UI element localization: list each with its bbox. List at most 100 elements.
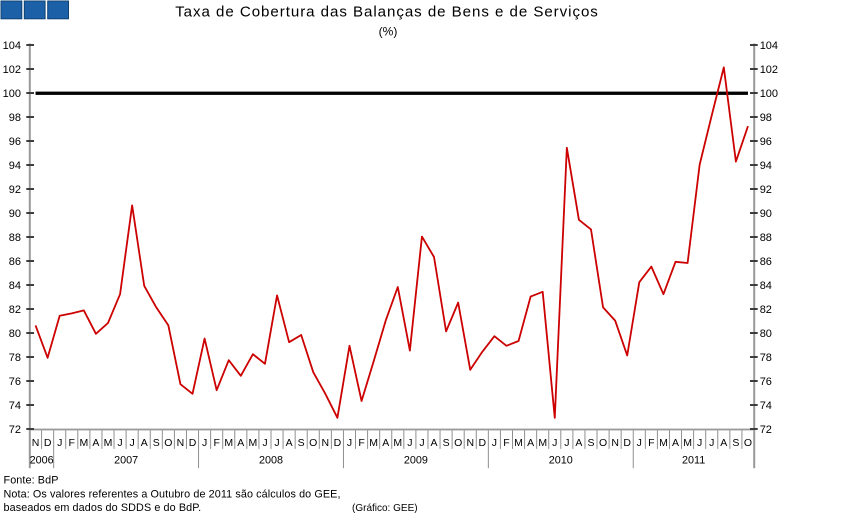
svg-text:O: O (744, 437, 752, 449)
svg-text:O: O (454, 437, 462, 449)
svg-text:2006: 2006 (30, 455, 54, 467)
svg-text:J: J (57, 437, 62, 449)
svg-text:90: 90 (760, 208, 772, 220)
svg-text:2008: 2008 (259, 455, 283, 467)
svg-text:S: S (732, 437, 739, 449)
svg-text:A: A (575, 437, 582, 449)
svg-text:72: 72 (9, 424, 21, 436)
svg-text:J: J (130, 437, 135, 449)
svg-text:A: A (431, 437, 438, 449)
svg-text:F: F (503, 437, 509, 449)
svg-text:72: 72 (760, 424, 772, 436)
svg-text:J: J (697, 437, 702, 449)
svg-text:Taxa de Cobertura das Balanças: Taxa de Cobertura das Balanças de Bens e… (175, 4, 599, 21)
svg-text:102: 102 (3, 64, 21, 76)
svg-text:N: N (32, 437, 40, 449)
svg-text:J: J (407, 437, 412, 449)
svg-text:M: M (514, 437, 523, 449)
svg-text:J: J (117, 437, 122, 449)
svg-text:94: 94 (760, 160, 772, 172)
svg-text:O: O (309, 437, 317, 449)
svg-text:(%): (%) (379, 25, 398, 39)
svg-text:(Gráfico: GEE): (Gráfico: GEE) (352, 503, 418, 514)
svg-text:D: D (479, 437, 487, 449)
svg-text:84: 84 (760, 280, 772, 292)
svg-text:J: J (552, 437, 557, 449)
svg-text:S: S (298, 437, 305, 449)
svg-text:S: S (153, 437, 160, 449)
svg-text:J: J (564, 437, 569, 449)
svg-text:A: A (237, 437, 244, 449)
svg-text:D: D (623, 437, 631, 449)
svg-text:D: D (44, 437, 52, 449)
svg-text:O: O (164, 437, 172, 449)
svg-text:96: 96 (9, 136, 21, 148)
svg-text:2007: 2007 (114, 455, 138, 467)
svg-text:84: 84 (9, 280, 21, 292)
svg-text:102: 102 (760, 64, 778, 76)
svg-text:M: M (683, 437, 692, 449)
svg-text:F: F (358, 437, 364, 449)
svg-text:D: D (189, 437, 197, 449)
svg-text:A: A (382, 437, 389, 449)
svg-text:J: J (202, 437, 207, 449)
svg-text:100: 100 (3, 88, 21, 100)
svg-text:A: A (720, 437, 727, 449)
svg-text:98: 98 (9, 112, 21, 124)
svg-text:86: 86 (9, 256, 21, 268)
svg-text:M: M (224, 437, 233, 449)
svg-text:M: M (79, 437, 88, 449)
svg-text:S: S (443, 437, 450, 449)
svg-text:88: 88 (9, 232, 21, 244)
svg-text:86: 86 (760, 256, 772, 268)
svg-text:S: S (587, 437, 594, 449)
svg-text:baseados em dados do SDDS e do: baseados em dados do SDDS e do BdP. (4, 502, 202, 514)
svg-text:A: A (141, 437, 148, 449)
svg-text:2010: 2010 (549, 455, 573, 467)
svg-text:104: 104 (3, 40, 21, 52)
svg-text:78: 78 (760, 352, 772, 364)
svg-text:M: M (538, 437, 547, 449)
svg-text:J: J (637, 437, 642, 449)
svg-text:A: A (286, 437, 293, 449)
svg-text:100: 100 (760, 88, 778, 100)
svg-text:A: A (527, 437, 534, 449)
svg-text:N: N (466, 437, 474, 449)
svg-text:Nota: Os valores referentes a: Nota: Os valores referentes a Outubro de… (4, 488, 341, 500)
svg-text:F: F (213, 437, 219, 449)
svg-text:74: 74 (760, 400, 772, 412)
svg-text:O: O (599, 437, 607, 449)
svg-text:74: 74 (9, 400, 21, 412)
svg-text:98: 98 (760, 112, 772, 124)
svg-text:N: N (611, 437, 619, 449)
svg-text:J: J (262, 437, 267, 449)
svg-text:J: J (347, 437, 352, 449)
svg-text:M: M (393, 437, 402, 449)
svg-text:82: 82 (9, 304, 21, 316)
svg-text:2011: 2011 (682, 455, 705, 467)
svg-text:A: A (672, 437, 679, 449)
svg-text:M: M (104, 437, 113, 449)
svg-text:80: 80 (760, 328, 772, 340)
svg-text:94: 94 (9, 160, 21, 172)
svg-text:104: 104 (760, 40, 778, 52)
svg-text:82: 82 (760, 304, 772, 316)
svg-text:J: J (419, 437, 424, 449)
svg-text:88: 88 (760, 232, 772, 244)
svg-text:96: 96 (760, 136, 772, 148)
svg-text:76: 76 (760, 376, 772, 388)
svg-text:N: N (322, 437, 330, 449)
svg-text:D: D (334, 437, 342, 449)
svg-text:J: J (274, 437, 279, 449)
svg-text:M: M (249, 437, 258, 449)
svg-text:78: 78 (9, 352, 21, 364)
svg-text:M: M (659, 437, 668, 449)
svg-text:A: A (92, 437, 99, 449)
svg-text:N: N (177, 437, 185, 449)
svg-text:76: 76 (9, 376, 21, 388)
svg-text:J: J (709, 437, 714, 449)
svg-text:80: 80 (9, 328, 21, 340)
svg-text:92: 92 (9, 184, 21, 196)
svg-text:Fonte: BdP: Fonte: BdP (4, 475, 59, 487)
svg-text:90: 90 (9, 208, 21, 220)
